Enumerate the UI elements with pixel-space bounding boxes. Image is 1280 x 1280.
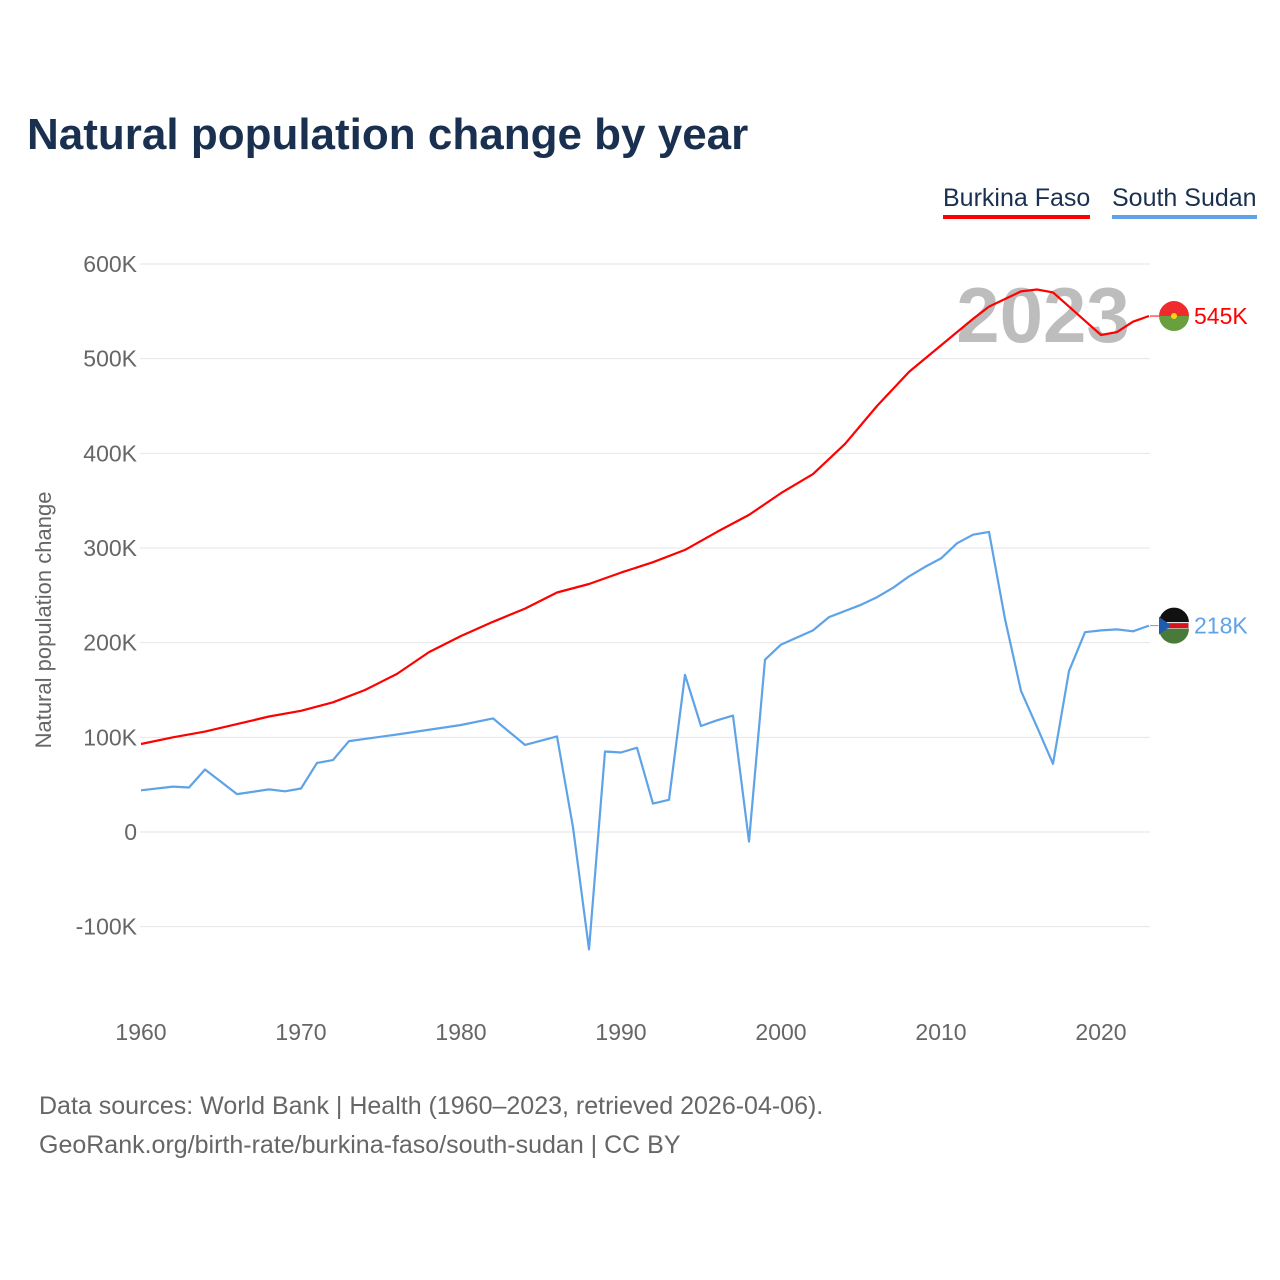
y-axis-label: Natural population change	[31, 492, 56, 749]
end-value-label: 545K	[1194, 303, 1248, 329]
y-tick-label: -100K	[76, 914, 138, 940]
source-note: Data sources: World Bank | Health (1960–…	[39, 1087, 823, 1165]
flag-icon-south-sudan-top	[1159, 607, 1189, 623]
x-tick-label: 1980	[435, 1019, 486, 1045]
x-tick-label: 1970	[275, 1019, 326, 1045]
y-tick-label: 100K	[83, 724, 137, 750]
y-tick-label: 600K	[83, 251, 137, 277]
y-tick-label: 200K	[83, 630, 137, 656]
chart-title: Natural population change by year	[27, 110, 749, 159]
y-tick-label: 0	[124, 819, 137, 845]
flag-star-icon	[1171, 313, 1177, 320]
legend-south-sudan[interactable]: South Sudan	[1112, 184, 1257, 219]
x-tick-label: 2010	[915, 1019, 966, 1045]
x-tick-label: 2000	[755, 1019, 806, 1045]
source-line: Data sources: World Bank | Health (1960–…	[39, 1092, 824, 1120]
x-tick-label: 2020	[1075, 1019, 1126, 1045]
y-tick-label: 500K	[83, 346, 137, 372]
series-line-burkina-faso	[140, 288, 1150, 746]
flag-icon-south-sudan-bottom	[1159, 628, 1189, 644]
x-tick-label: 1960	[115, 1019, 166, 1045]
y-tick-label: 300K	[83, 535, 137, 561]
x-tick-label: 1990	[595, 1019, 646, 1045]
flag-icon-burkina-faso-bottom	[1159, 316, 1189, 332]
end-value-label: 218K	[1194, 613, 1248, 639]
year-watermark: 2023	[956, 271, 1130, 359]
series-line-south-sudan	[140, 530, 1150, 951]
legend-burkina-faso[interactable]: Burkina Faso	[943, 184, 1091, 219]
flag-triangle-icon	[1159, 616, 1171, 635]
y-tick-label: 400K	[83, 440, 137, 466]
flag-icon-burkina-faso-top	[1159, 301, 1189, 317]
source-link[interactable]: GeoRank.org/birth-rate/burkina-faso/sout…	[39, 1131, 681, 1159]
